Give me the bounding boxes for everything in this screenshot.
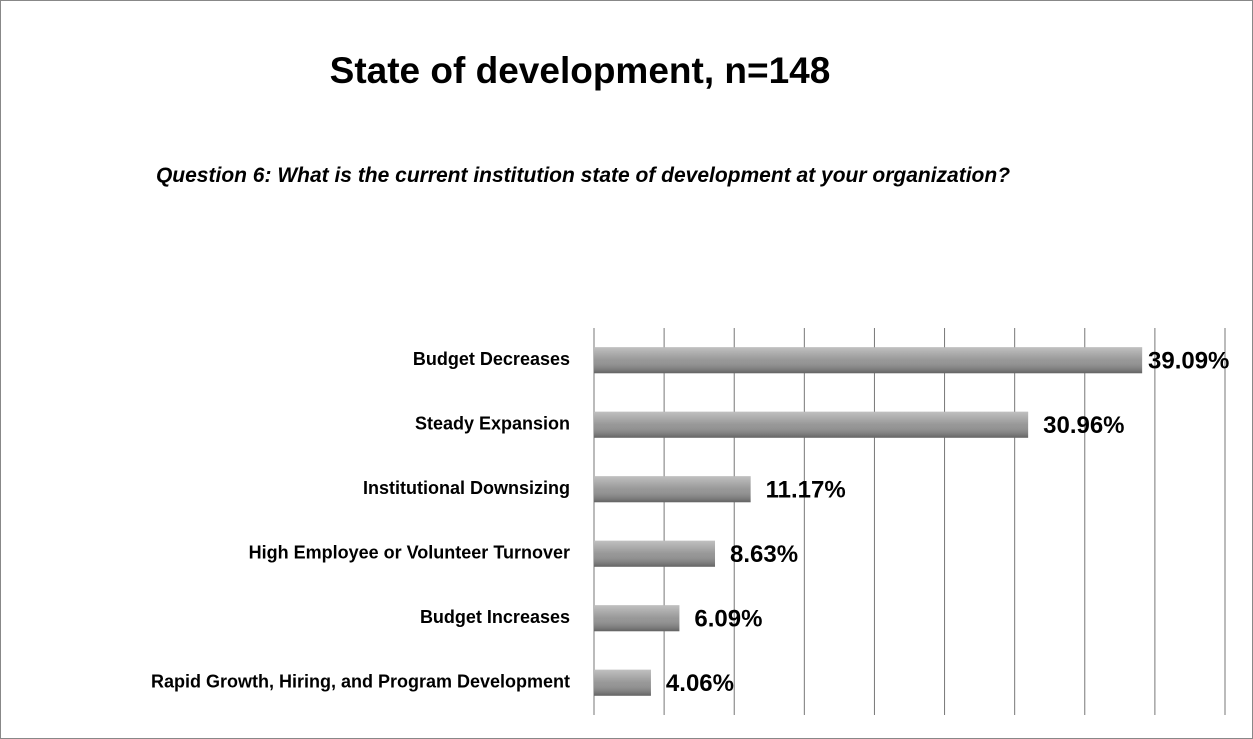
y-tick-label: Steady Expansion [415, 414, 570, 434]
bar-shade [594, 347, 1143, 374]
bar-shade [594, 605, 680, 632]
bar-shade [594, 669, 651, 696]
chart-title: State of development, n=148 [330, 50, 831, 91]
data-label: 39.09% [1148, 348, 1229, 375]
data-label: 8.63% [730, 541, 798, 568]
y-tick-label: Budget Decreases [413, 349, 570, 369]
bar-shade [594, 476, 751, 503]
bar-shade [594, 540, 716, 567]
y-tick-label: Institutional Downsizing [363, 478, 570, 498]
data-label: 30.96% [1043, 412, 1124, 439]
chart-subtitle: Question 6: What is the current institut… [155, 164, 1011, 187]
data-label: 6.09% [694, 606, 762, 633]
y-tick-label: Budget Increases [420, 607, 570, 627]
data-label: 4.06% [666, 670, 734, 697]
y-tick-label: High Employee or Volunteer Turnover [249, 543, 570, 563]
data-label: 11.17% [766, 477, 846, 504]
y-tick-label: Rapid Growth, Hiring, and Program Develo… [151, 672, 570, 692]
bar-shade [594, 411, 1029, 438]
